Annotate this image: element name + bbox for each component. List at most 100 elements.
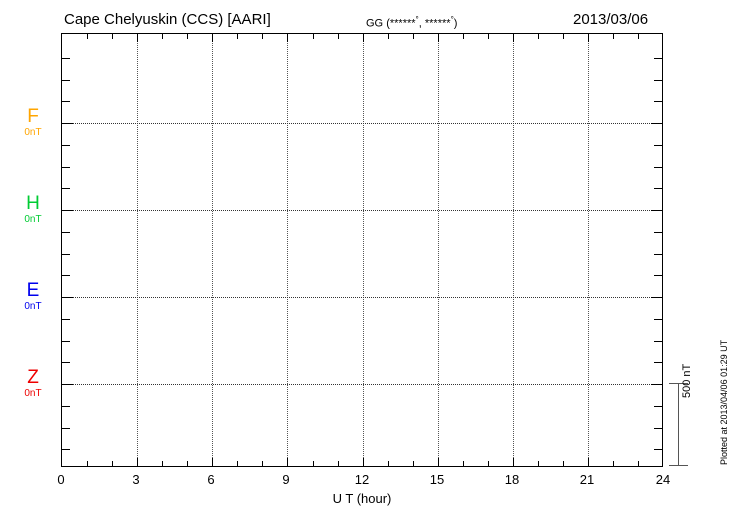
gridline-vertical — [588, 34, 589, 466]
tick-left-minor — [62, 167, 70, 168]
tick-left-minor — [62, 80, 70, 81]
tick-bottom-major — [363, 458, 364, 466]
tick-left-major — [62, 384, 73, 385]
tick-bottom-minor — [87, 461, 88, 466]
channel-zero-level: 0nT — [24, 214, 42, 225]
longitude-degree-icon: ° — [450, 15, 454, 24]
tick-top-minor — [388, 34, 389, 39]
channel-label-f: F 0nT — [10, 107, 56, 138]
latitude-value: ****** — [389, 17, 416, 30]
tick-left-minor — [62, 362, 70, 363]
tick-top-major — [137, 34, 138, 42]
tick-top-minor — [112, 34, 113, 39]
tick-top-minor — [262, 34, 263, 39]
tick-left-major — [62, 210, 73, 211]
tick-bottom-major — [287, 458, 288, 466]
tick-right-major — [651, 210, 662, 211]
channel-label-h: H 0nT — [10, 194, 56, 225]
plotted-at-timestamp: Plotted at 2013/04/06 01:29 UT — [719, 339, 729, 465]
baseline-gridline-f — [62, 123, 662, 124]
xaxis-tick-label: 9 — [282, 472, 290, 487]
tick-left-minor — [62, 406, 70, 407]
xaxis-tick-label: 24 — [655, 472, 671, 487]
tick-bottom-minor — [638, 461, 639, 466]
tick-bottom-minor — [262, 461, 263, 466]
tick-left-minor — [62, 449, 70, 450]
tick-left-minor — [62, 341, 70, 342]
scale-bar-cap-top — [669, 383, 688, 384]
tick-left-minor — [62, 319, 70, 320]
tick-bottom-major — [588, 458, 589, 466]
xaxis-tick-label: 21 — [579, 472, 595, 487]
tick-top-minor — [463, 34, 464, 39]
xaxis-tick-label: 0 — [57, 472, 65, 487]
magnetogram-plot-area — [61, 33, 663, 467]
tick-right-minor — [654, 341, 662, 342]
tick-right-minor — [654, 188, 662, 189]
tick-right-major — [651, 297, 662, 298]
channel-letter: E — [26, 280, 40, 301]
latitude-degree-icon: ° — [415, 15, 419, 24]
channel-label-e: E 0nT — [10, 281, 56, 312]
tick-top-minor — [237, 34, 238, 39]
tick-right-minor — [654, 254, 662, 255]
tick-top-minor — [162, 34, 163, 39]
tick-top-minor — [187, 34, 188, 39]
tick-left-minor — [62, 58, 70, 59]
tick-left-minor — [62, 254, 70, 255]
gridline-vertical — [438, 34, 439, 466]
tick-bottom-major — [438, 458, 439, 466]
baseline-gridline-z — [62, 384, 662, 385]
tick-bottom-major — [137, 458, 138, 466]
tick-bottom-minor — [463, 461, 464, 466]
tick-top-minor — [563, 34, 564, 39]
tick-left-minor — [62, 101, 70, 102]
coordinate-close-paren: ) — [453, 17, 458, 30]
tick-left-minor — [62, 275, 70, 276]
tick-left-major — [62, 297, 73, 298]
tick-right-minor — [654, 449, 662, 450]
channel-letter: Z — [27, 367, 39, 388]
channel-letter: H — [26, 193, 40, 214]
xaxis-tick-label: 18 — [504, 472, 520, 487]
channel-zero-level: 0nT — [24, 301, 42, 312]
tick-left-minor — [62, 188, 70, 189]
baseline-gridline-h — [62, 210, 662, 211]
coordinate-open-paren: ( — [386, 17, 390, 30]
tick-right-major — [651, 123, 662, 124]
tick-right-minor — [654, 58, 662, 59]
tick-bottom-minor — [313, 461, 314, 466]
xaxis-tick-label: 6 — [207, 472, 215, 487]
xaxis-tick-label: 12 — [354, 472, 370, 487]
tick-bottom-minor — [338, 461, 339, 466]
tick-bottom-minor — [413, 461, 414, 466]
coordinate-separator: , — [418, 17, 425, 30]
tick-top-minor — [338, 34, 339, 39]
geographic-coordinates: GG (******°, ******°) — [366, 15, 457, 30]
channel-zero-level: 0nT — [24, 388, 42, 399]
tick-top-major — [363, 34, 364, 42]
tick-right-major — [651, 384, 662, 385]
tick-bottom-major — [513, 458, 514, 466]
scale-bar-cap-bottom — [669, 465, 688, 466]
channel-zero-level: 0nT — [24, 127, 42, 138]
tick-top-minor — [488, 34, 489, 39]
tick-top-major — [588, 34, 589, 42]
tick-right-minor — [654, 232, 662, 233]
tick-right-minor — [654, 362, 662, 363]
tick-top-minor — [87, 34, 88, 39]
tick-bottom-minor — [388, 461, 389, 466]
tick-bottom-minor — [187, 461, 188, 466]
tick-bottom-minor — [563, 461, 564, 466]
observation-date: 2013/03/06 — [573, 11, 649, 28]
coordinate-system-label: GG — [366, 17, 384, 30]
tick-bottom-minor — [488, 461, 489, 466]
tick-bottom-major — [212, 458, 213, 466]
tick-right-minor — [654, 406, 662, 407]
amplitude-scale-bar — [669, 383, 688, 466]
tick-left-minor — [62, 145, 70, 146]
tick-top-major — [438, 34, 439, 42]
page-title: Cape Chelyuskin (CCS) [AARI] — [64, 11, 271, 28]
channel-letter: F — [27, 106, 39, 127]
baseline-gridline-e — [62, 297, 662, 298]
